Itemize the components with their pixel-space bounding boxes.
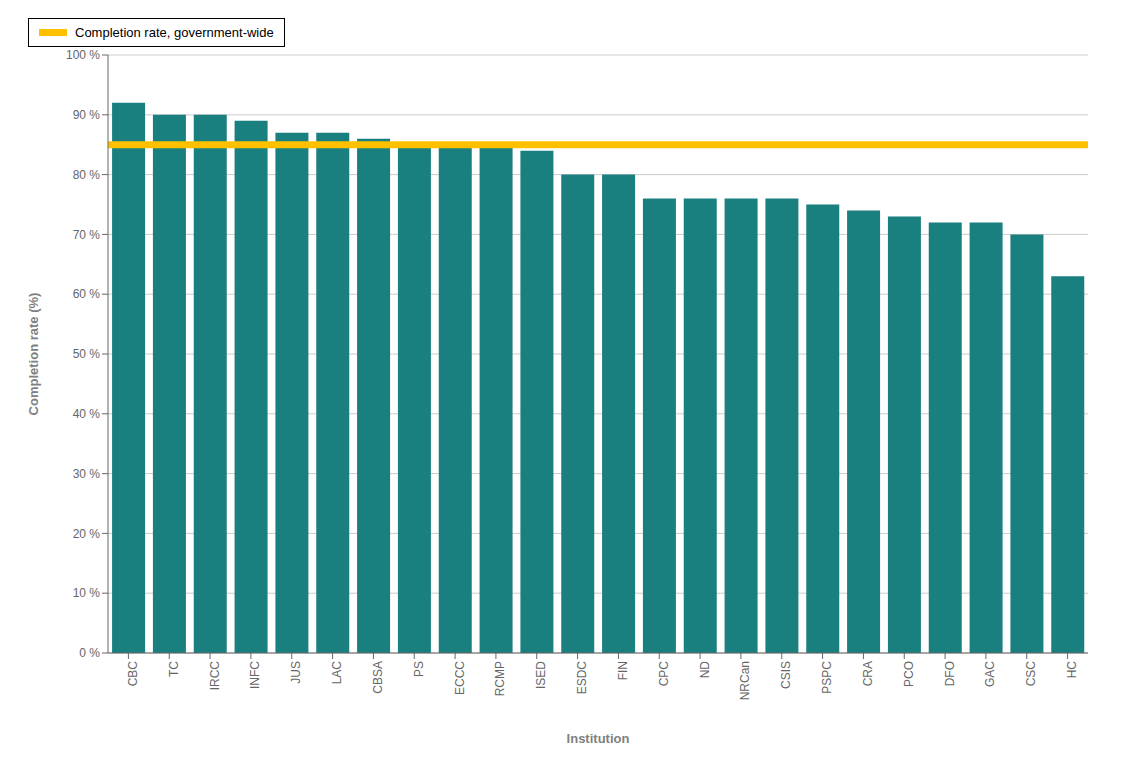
svg-text:IRCC: IRCC bbox=[208, 661, 222, 691]
svg-text:GAC: GAC bbox=[983, 661, 997, 687]
svg-text:ESDC: ESDC bbox=[575, 661, 589, 695]
svg-text:PCO: PCO bbox=[902, 661, 916, 687]
svg-text:60 %: 60 % bbox=[73, 287, 101, 301]
svg-text:NRCan: NRCan bbox=[738, 661, 752, 700]
svg-text:TC: TC bbox=[167, 661, 181, 677]
svg-text:80 %: 80 % bbox=[73, 168, 101, 182]
svg-text:CSC: CSC bbox=[1024, 661, 1038, 687]
svg-text:CRA: CRA bbox=[861, 661, 875, 686]
svg-text:PS: PS bbox=[412, 661, 426, 677]
svg-text:50 %: 50 % bbox=[73, 347, 101, 361]
svg-text:ISED: ISED bbox=[534, 661, 548, 689]
svg-text:DFO: DFO bbox=[943, 661, 957, 686]
svg-text:40 %: 40 % bbox=[73, 407, 101, 421]
svg-text:10 %: 10 % bbox=[73, 586, 101, 600]
svg-text:100 %: 100 % bbox=[66, 48, 100, 62]
svg-text:FIN: FIN bbox=[616, 661, 630, 680]
svg-text:ND: ND bbox=[698, 661, 712, 679]
svg-text:INFC: INFC bbox=[248, 661, 262, 689]
svg-text:RCMP: RCMP bbox=[493, 661, 507, 696]
svg-text:ECCC: ECCC bbox=[453, 661, 467, 695]
svg-text:90 %: 90 % bbox=[73, 108, 101, 122]
svg-text:LAC: LAC bbox=[330, 661, 344, 685]
svg-text:0 %: 0 % bbox=[79, 646, 100, 660]
svg-text:Institution: Institution bbox=[567, 731, 630, 746]
svg-text:CPC: CPC bbox=[657, 661, 671, 687]
svg-text:CBSA: CBSA bbox=[371, 661, 385, 694]
html-text:Completion rate, government-wi: Completion rate, government-wide bbox=[75, 25, 274, 40]
svg-text:30 %: 30 % bbox=[73, 467, 101, 481]
svg-text:70 %: 70 % bbox=[73, 228, 101, 242]
svg-text:CSIS: CSIS bbox=[779, 661, 793, 689]
svg-text:JUS: JUS bbox=[289, 661, 303, 684]
svg-text:HC: HC bbox=[1065, 661, 1079, 679]
svg-text:PSPC: PSPC bbox=[820, 661, 834, 694]
svg-text:CBC: CBC bbox=[126, 661, 140, 687]
svg-text:Completion rate (%): Completion rate (%) bbox=[26, 293, 41, 416]
svg-text:20 %: 20 % bbox=[73, 527, 101, 541]
